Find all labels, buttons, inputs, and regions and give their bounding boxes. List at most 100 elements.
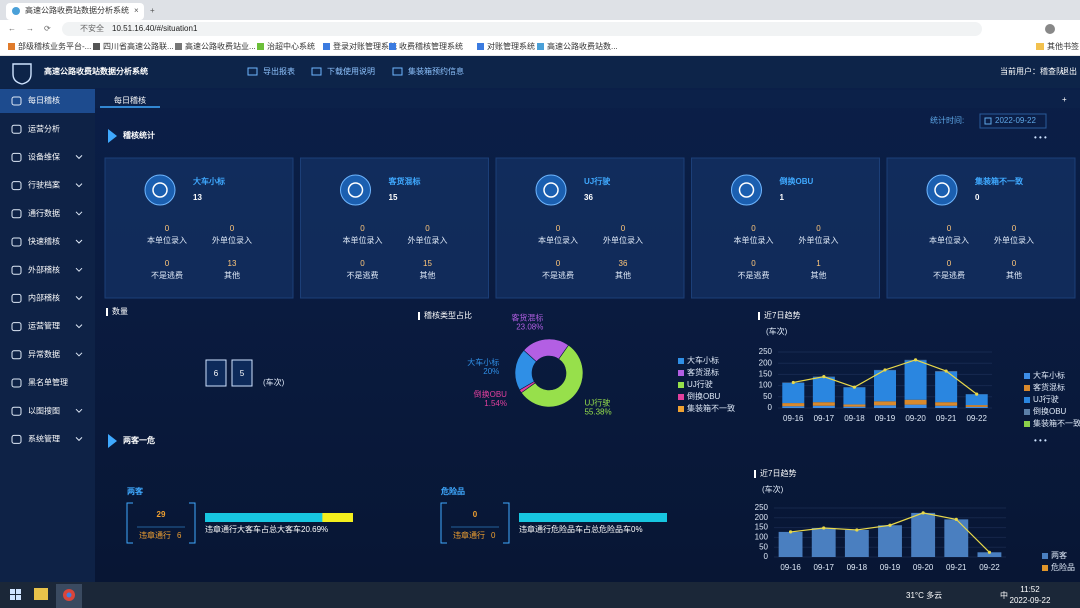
bookmark-icon	[257, 43, 264, 50]
legend-swatch	[678, 394, 684, 400]
browser-tab[interactable]	[6, 3, 144, 20]
menu-icon	[11, 434, 22, 444]
legend-swatch	[1024, 373, 1030, 379]
metric-label: 其他	[1006, 270, 1022, 280]
y-tick-label: 100	[755, 533, 769, 542]
menu-item[interactable]: 异常数据	[28, 349, 60, 359]
sidebar	[0, 88, 95, 582]
menu-icon	[11, 406, 22, 416]
card-name: 客货混标	[388, 176, 421, 186]
card-total: 36	[584, 193, 593, 202]
x-tick-label: 09-21	[936, 414, 957, 423]
nav-button[interactable]: →	[26, 24, 34, 33]
metric-value: 0	[425, 224, 430, 233]
metric-value: 15	[423, 259, 432, 268]
menu-item[interactable]: 快速稽核	[28, 236, 60, 246]
metric-value: 0	[816, 224, 821, 233]
card-icon	[535, 174, 567, 206]
tab-bar	[95, 90, 1080, 108]
menu-chevron	[75, 267, 83, 272]
stat-card	[104, 157, 294, 299]
y-tick-label: 250	[759, 347, 773, 356]
menu-item[interactable]: 以图搜图	[28, 405, 60, 415]
menu-item[interactable]: 内部稽核	[28, 293, 60, 303]
bookmark[interactable]: 四川省高速公路联...	[103, 41, 174, 51]
metric-value: 0	[360, 259, 365, 268]
metric-label: 其他	[420, 270, 436, 280]
bar-segment	[843, 406, 866, 408]
bookmark[interactable]: 高速公路收费站数...	[547, 41, 618, 51]
menu-item[interactable]: 行驶档案	[28, 180, 60, 190]
metric-value: 0	[621, 224, 626, 233]
metric-label: 本单位录入	[538, 235, 578, 245]
menu-item[interactable]: 通行数据	[28, 208, 60, 218]
x-tick-label: 09-19	[880, 563, 901, 572]
bookmark[interactable]: 其他书签	[1047, 41, 1079, 51]
metric-label: 外单位录入	[212, 235, 252, 245]
menu-item[interactable]: 运营分析	[28, 123, 60, 133]
card-icon	[144, 174, 176, 206]
card-total: 0	[975, 193, 980, 202]
menu-item[interactable]: 运营管理	[28, 321, 60, 331]
menu-icon	[11, 265, 22, 275]
bar-segment	[965, 406, 988, 408]
menu-item[interactable]: 黑名单管理	[28, 377, 68, 387]
line-point	[822, 526, 826, 530]
stat-card	[495, 157, 685, 299]
bookmark[interactable]: 高速公路收费站业...	[185, 41, 256, 51]
section-title: 稽核统计	[123, 130, 155, 140]
app-folder[interactable]	[34, 588, 48, 600]
url-box[interactable]	[62, 22, 982, 36]
metric-value: 0	[1012, 224, 1017, 233]
legend-swatch	[1024, 409, 1030, 415]
nav-button[interactable]: ←	[8, 24, 16, 33]
bar-segment	[965, 394, 988, 406]
metric-label: 本单位录入	[147, 235, 187, 245]
violation-label: 违章通行	[453, 530, 485, 540]
date-picker[interactable]	[979, 113, 1047, 129]
bookmark-icon	[537, 43, 544, 50]
nav-button[interactable]: ⟳	[44, 24, 51, 33]
menu-item[interactable]: 设备维保	[28, 152, 60, 162]
line-point	[921, 511, 925, 515]
nav-link[interactable]: 导出报表	[263, 66, 295, 76]
menu-chevron	[75, 324, 83, 329]
menu-chevron	[75, 408, 83, 413]
menu-chevron	[75, 239, 83, 244]
bookmark[interactable]: 登录对账管理系统	[333, 41, 397, 51]
bookmark[interactable]: 治超中心系统	[267, 41, 315, 51]
menu-item[interactable]: 系统管理	[28, 434, 60, 444]
menu-item[interactable]: 外部稽核	[28, 264, 60, 274]
bracket	[126, 502, 196, 544]
active-tab[interactable]: 每日稽核	[114, 95, 146, 105]
metric-value: 0	[360, 224, 365, 233]
metric-label: 本单位录入	[929, 235, 969, 245]
bookmark[interactable]: 对账管理系统	[487, 41, 535, 51]
line-point	[852, 385, 857, 389]
card-total: 1	[780, 193, 785, 202]
x-tick-label: 09-16	[780, 563, 801, 572]
input-lang: 中	[1000, 590, 1008, 600]
slice-label: UJ行驶	[584, 397, 610, 407]
menu-item[interactable]: 每日稽核	[28, 95, 60, 105]
item-total: 29	[157, 510, 166, 519]
card-icon-inner	[738, 182, 755, 198]
item-name: 危险品	[440, 486, 465, 496]
bookmark-icon	[1036, 43, 1044, 50]
metric-value: 0	[165, 259, 170, 268]
item-name: 两客	[127, 486, 144, 496]
bar-segment	[904, 399, 927, 405]
card-icon	[340, 174, 371, 206]
y-tick-label: 150	[755, 523, 769, 532]
start-button[interactable]	[10, 589, 21, 600]
bar-segment	[904, 404, 927, 408]
nav-link[interactable]: 下载使用说明	[327, 66, 375, 76]
nav-link[interactable]: 集装箱预约信息	[408, 66, 464, 76]
active-item	[0, 89, 95, 113]
logout[interactable]: 退出	[1061, 66, 1077, 76]
bookmark[interactable]: 收费稽核管理系统	[399, 41, 463, 51]
bar-segment	[977, 552, 1002, 557]
legend-swatch	[678, 382, 684, 388]
bookmark[interactable]: 部级稽核业务平台-...	[18, 41, 91, 51]
profile[interactable]	[1045, 24, 1055, 34]
